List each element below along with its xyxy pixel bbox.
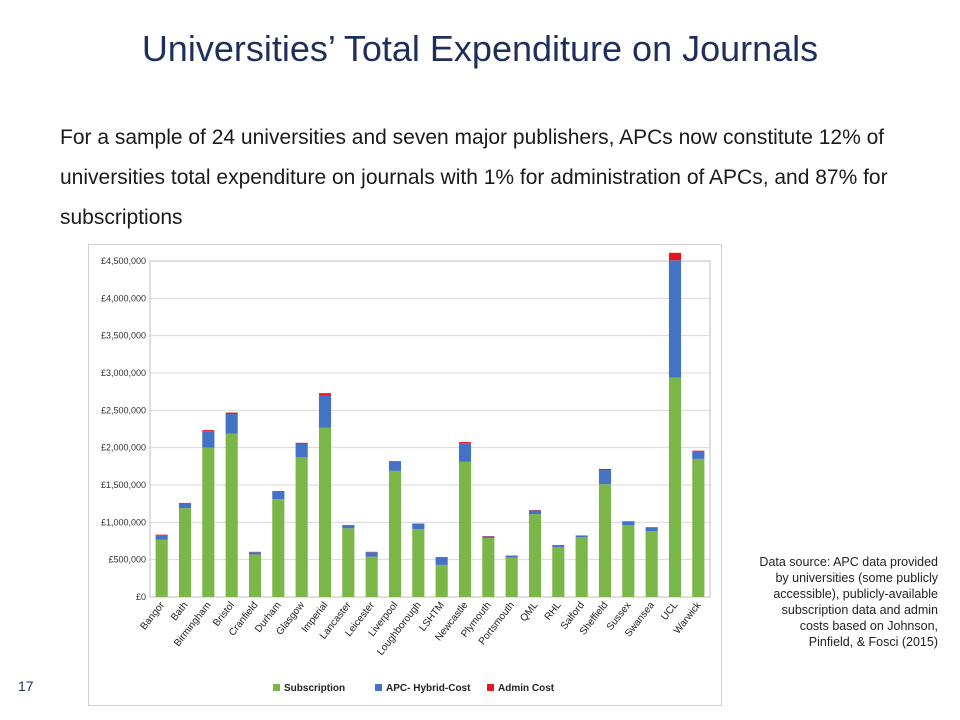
legend-label: Subscription [284,683,345,694]
bar-segment [645,531,658,597]
bar-segment [482,536,495,539]
slide-number: 17 [18,678,34,694]
bar-segment [318,427,332,597]
bar-segment [575,537,588,597]
bar-segment [342,528,355,597]
bar-segment [598,470,612,485]
stacked-bar-chart: £0 £500,000 £1,000,000 £1,500,000 £2,000,000… [101,252,711,694]
bar-segment [552,545,565,547]
bar-segment [622,525,635,597]
bar-segment [272,491,285,500]
legend-swatch [487,684,494,691]
y-tick-label: £2,500,000 [101,405,146,415]
slide-title: Universities’ Total Expenditure on Journ… [141,28,819,69]
x-tick-label: UCL [659,600,680,623]
bar-segment [458,442,472,444]
data-source-note: Data source: APC data provided by univer… [759,555,938,649]
bar-segment [388,461,402,462]
x-tick-label: Bangor [139,600,168,633]
bar-segment [202,431,215,448]
bar-segment [202,447,215,597]
bar-segment [388,470,402,597]
bar-segment [225,414,238,434]
legend-label: Admin Cost [498,683,555,694]
bar-segment [692,451,705,459]
bar-segment [248,554,262,597]
bar-segment [318,395,332,428]
y-tick-label: £3,500,000 [101,331,146,341]
bar-segment [668,260,682,378]
x-tick-label: Bath [169,600,190,623]
bar-segment [505,557,518,597]
x-tick-label: QML [518,600,540,624]
expenditure-chart: £0 £500,000 £1,000,000 £1,500,000 £2,000,000… [88,244,722,706]
bar-segment [528,514,542,597]
bar-segment [178,503,192,509]
bar-segment [412,529,425,597]
legend-swatch [375,684,382,691]
bar-segment [668,252,682,261]
bar-segment [295,457,308,597]
y-tick-label: £4,000,000 [101,293,146,303]
bar-segment [178,502,192,504]
bar-segment [365,552,378,557]
bar-segment [295,442,308,444]
bar-segment [458,461,472,597]
bar-segment [575,535,588,538]
bar-segment [178,508,192,597]
bar-segment [552,546,565,597]
bar-segment [435,564,448,597]
plot-area [149,260,711,598]
bar-segment [155,535,168,540]
y-tick-label: £0 [136,592,146,602]
bar-segment [528,510,542,515]
legend-label: APC- Hybrid-Cost [386,683,471,694]
y-tick-label: £1,500,000 [101,480,146,490]
y-tick-label: £1,000,000 [101,517,146,527]
bar-segment [225,412,238,415]
y-tick-label: £500,000 [108,555,146,565]
y-tick-label: £3,000,000 [101,368,146,378]
bar-segment [598,468,612,471]
y-tick-label: £2,000,000 [101,443,146,453]
bar-segment [645,527,658,532]
bar-segment [365,556,378,597]
bar-segment [248,552,262,555]
bar-segment [598,484,612,597]
bar-segment [295,443,308,458]
bar-segment [272,490,285,492]
bar-segment [225,433,238,597]
slide-subtitle: For a sample of 24 universities and seve… [60,126,888,229]
bar-segment [435,557,448,565]
bar-segment [412,523,425,530]
bar-segment [318,393,332,396]
bar-segment [458,443,472,462]
y-tick-label: £4,500,000 [101,256,146,266]
bar-segment [155,539,168,597]
bar-segment [342,525,355,529]
x-tick-label: RHL [543,600,564,623]
bar-segment [692,450,705,452]
bar-segment [388,461,402,471]
bar-segment [202,430,215,432]
bar-segment [668,377,682,597]
bar-segment [622,521,635,526]
bar-segment [505,555,518,558]
bar-segment [692,458,705,597]
bar-segment [272,499,285,597]
legend-swatch [273,684,280,691]
bar-segment [482,538,495,597]
